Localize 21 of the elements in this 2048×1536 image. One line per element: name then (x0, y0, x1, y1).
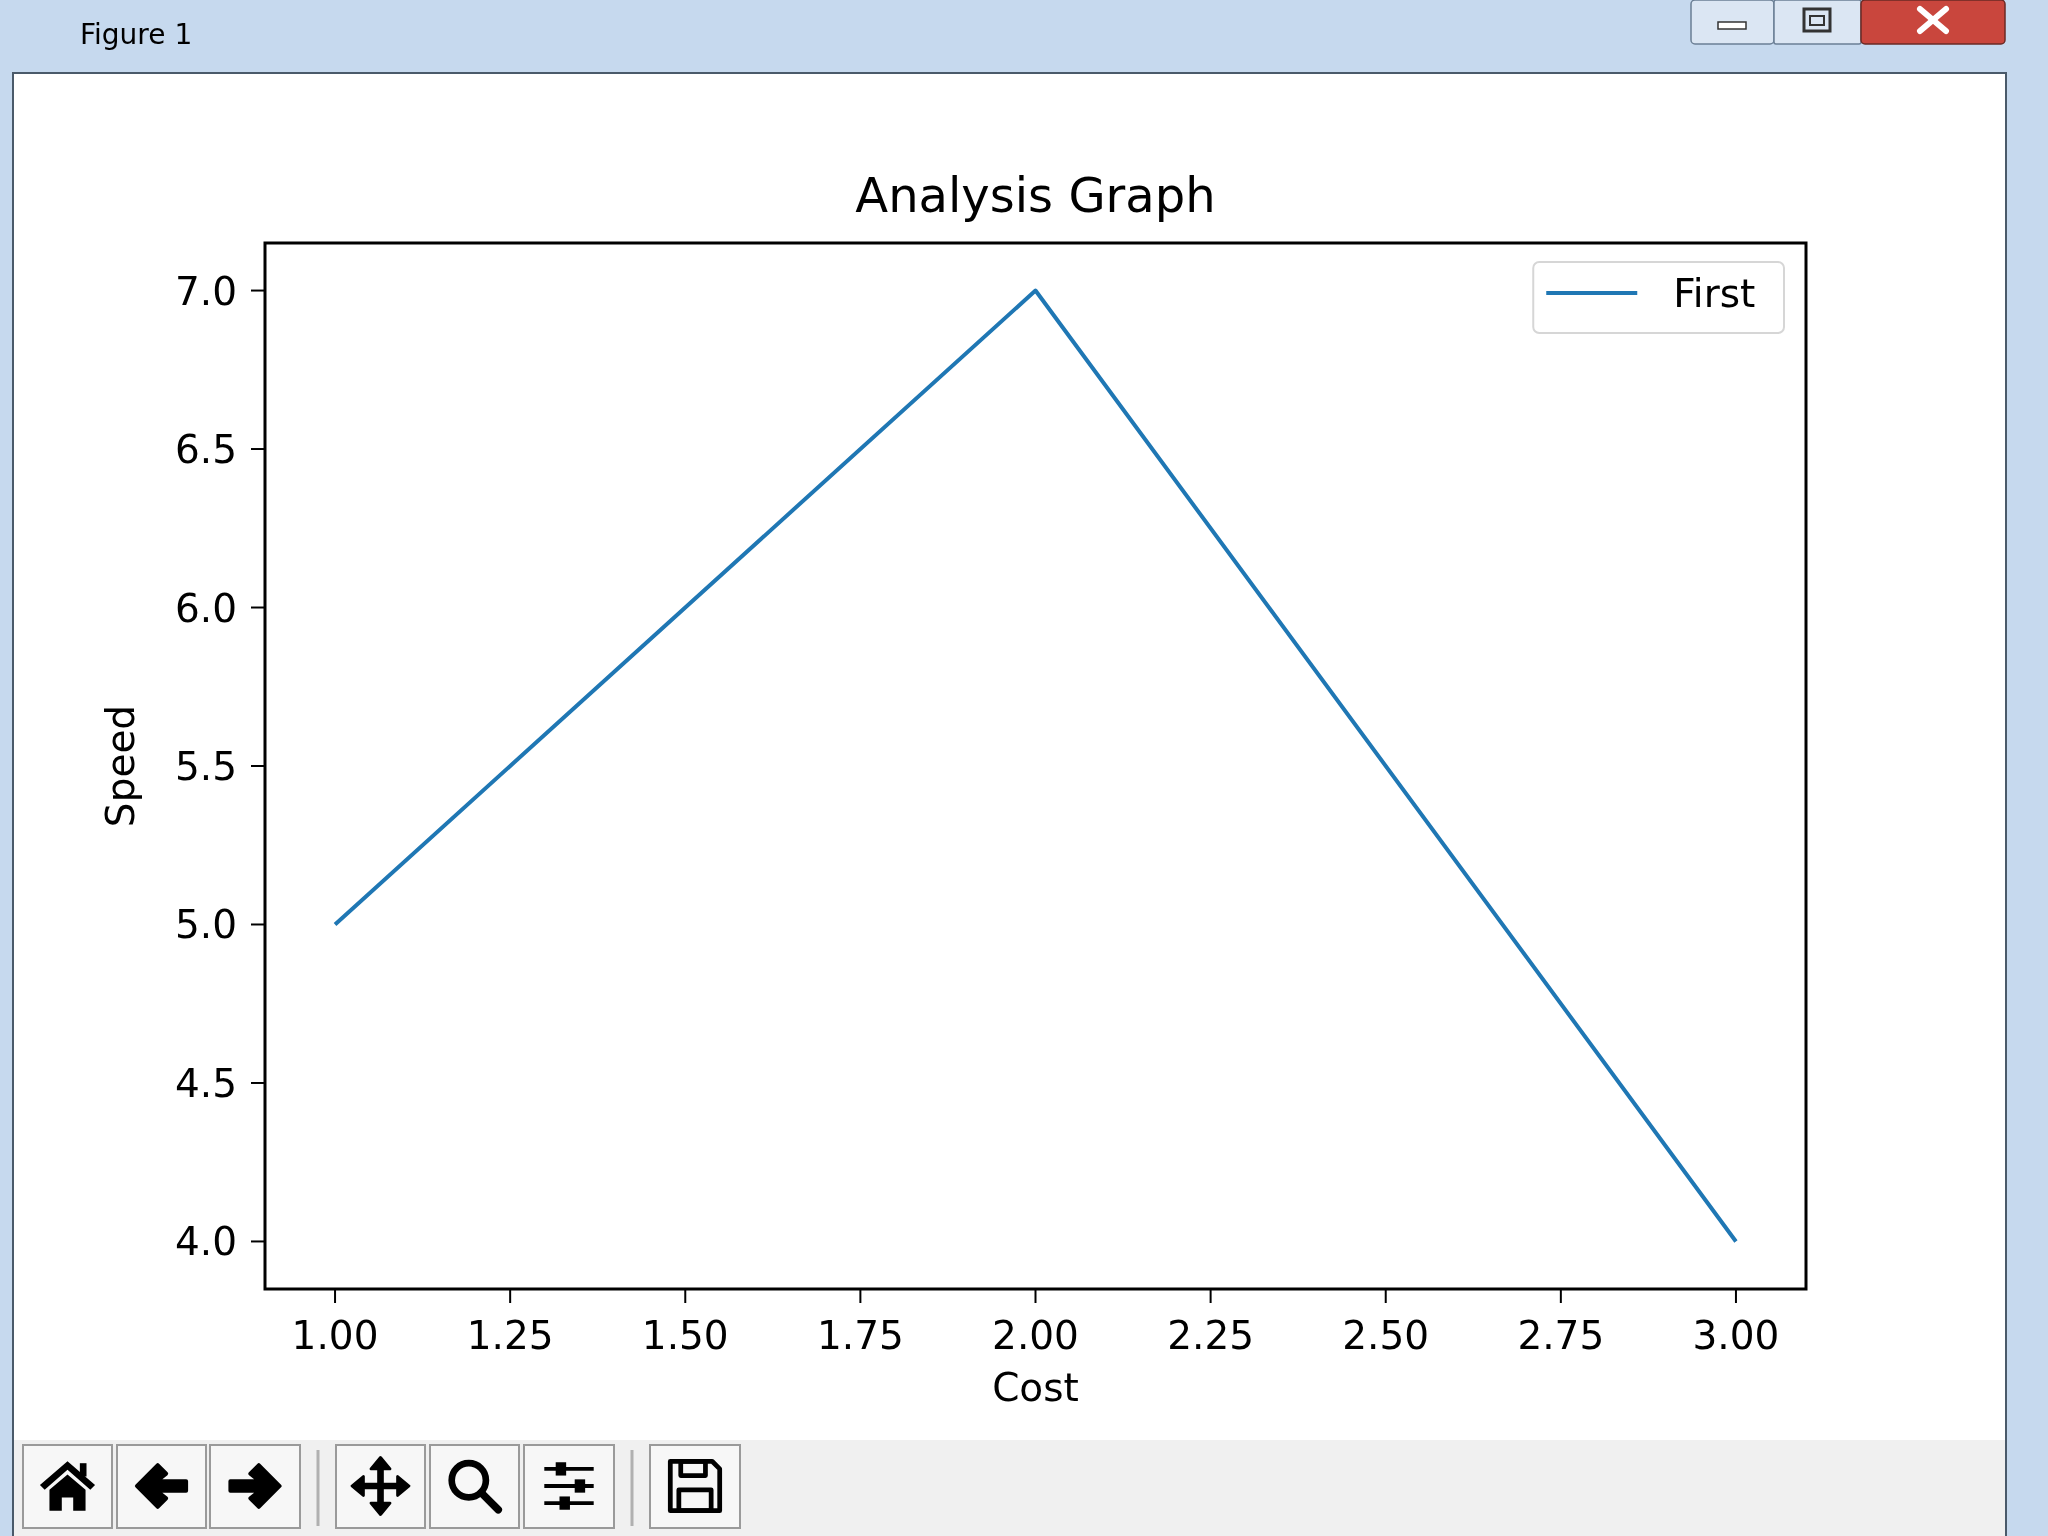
y-tick-label: 5.0 (174, 902, 237, 948)
y-tick-label: 5.5 (174, 744, 237, 789)
x-tick-label: 2.25 (1167, 1313, 1255, 1358)
x-tick-label: 1.75 (816, 1313, 904, 1358)
caption: Figure 1 (80, 18, 193, 51)
y-tick-label: 7.0 (174, 268, 237, 314)
y-tick-label: 6.0 (174, 585, 237, 631)
x-tick-label: 2.75 (1517, 1313, 1605, 1358)
x-tick-label: 1.50 (641, 1313, 729, 1358)
chart-title: Analysis Graph (855, 167, 1216, 223)
legend-label: First (1673, 271, 1756, 316)
y-tick-label: 4.5 (174, 1060, 237, 1106)
x-tick-label: 2.50 (1342, 1313, 1430, 1358)
x-tick-label: 1.00 (291, 1313, 379, 1358)
x-axis-title: Cost (992, 1365, 1079, 1410)
y-tick-label: 6.5 (174, 427, 237, 473)
y-tick-label: 4.0 (174, 1219, 237, 1265)
y-axis-title: Speed (98, 704, 143, 828)
x-tick-label: 3.00 (1692, 1313, 1780, 1358)
x-tick-label: 1.25 (466, 1313, 554, 1358)
x-tick-label: 2.00 (992, 1313, 1079, 1358)
